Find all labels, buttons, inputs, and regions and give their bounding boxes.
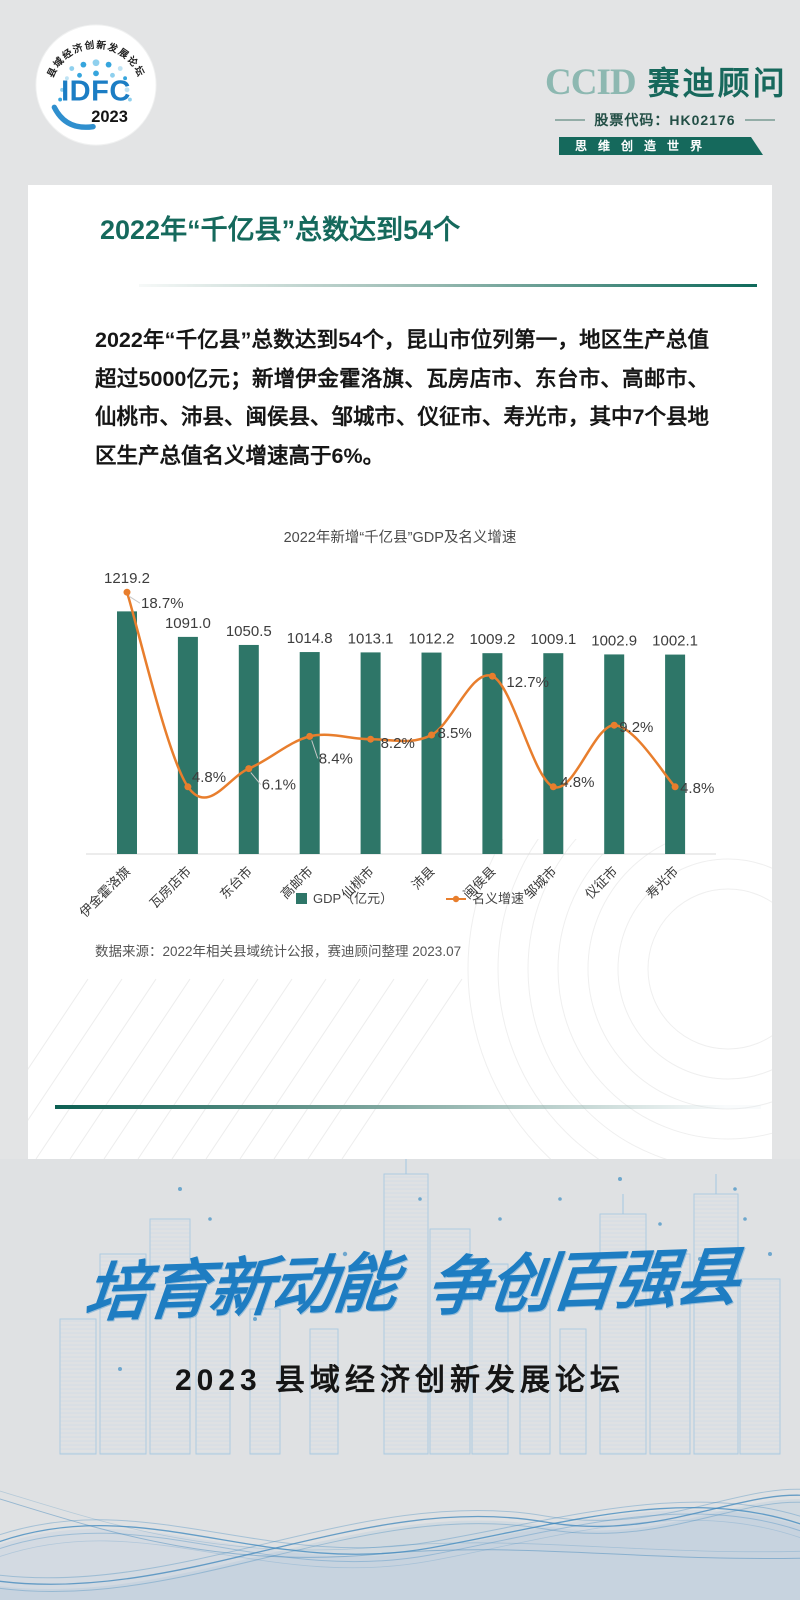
x-axis-label: 瓦房店市 (147, 864, 194, 911)
growth-value-label: 4.8% (560, 774, 594, 791)
x-axis-label: 东台市 (217, 864, 255, 902)
ccid-latin-logo: CCID (545, 62, 637, 103)
gdp-bar (543, 653, 564, 854)
left-dash-rule (555, 119, 586, 121)
bar-value-label: 1091.0 (165, 615, 211, 632)
growth-point-marker (245, 765, 253, 773)
growth-point-marker (367, 735, 375, 743)
legend-gdp-swatch (296, 893, 307, 904)
growth-value-label: 8.4% (319, 750, 353, 767)
x-axis-label: 伊金霍洛旗 (77, 864, 134, 920)
x-axis-label: 沛县 (409, 864, 438, 893)
x-axis-label: 邹城市 (521, 864, 559, 902)
bar-value-label: 1219.2 (104, 570, 150, 587)
growth-point-marker (123, 588, 131, 596)
label-leader-line (311, 740, 319, 759)
legend-gdp-label: GDP（亿元） (313, 891, 393, 906)
idfc-logo-badge: 县域经济创新发展论坛 IDFC 2023 (35, 24, 157, 146)
bar-value-label: 1002.9 (591, 632, 637, 649)
bar-value-label: 1009.1 (530, 631, 576, 648)
stock-code-row: 股票代码：HK02176 (545, 110, 785, 130)
legend-growth-label: 名义增速 (472, 891, 524, 906)
growth-point-marker (610, 721, 618, 729)
card-guilloche-decoration (28, 839, 772, 1159)
label-leader-line (250, 772, 262, 785)
bar-value-label: 1050.5 (226, 623, 272, 640)
logo-year: 2023 (91, 108, 128, 126)
logo-globe-dots-icon (58, 59, 132, 102)
slogan-banner: 思维创造世界 (559, 137, 763, 155)
growth-point-marker (306, 732, 314, 740)
x-axis-label: 仪征市 (582, 864, 620, 902)
growth-value-label: 8.5% (438, 725, 472, 742)
title-underline (139, 284, 757, 287)
forum-subtitle: 2023 县域经济创新发展论坛 (174, 1364, 626, 1397)
legend-line-marker-icon (452, 895, 460, 903)
body-paragraph: 2022年“千亿县”总数达到54个，昆山市位列第一，地区生产总值超过5000亿元… (95, 328, 709, 468)
bar-value-label: 1012.2 (409, 631, 455, 648)
growth-point-marker (428, 731, 435, 739)
footer-poster: 培育新动能 争创百强县 2023 县域经济创新发展论坛 (0, 1159, 800, 1600)
chart-title: 2022年新增“千亿县”GDP及名义增速 (283, 530, 517, 546)
gdp-bar (360, 652, 381, 854)
slogan-banner-text: 思维创造世界 (575, 139, 714, 153)
growth-value-label: 4.8% (192, 769, 226, 786)
card-bottom-rule (55, 1105, 761, 1109)
bar-value-label: 1013.1 (348, 630, 394, 647)
bar-value-label: 1002.1 (652, 633, 698, 650)
label-leader-line (128, 595, 141, 604)
growth-value-label: 18.7% (141, 595, 184, 612)
slogan-left-text: 培育新动能 (81, 1246, 400, 1330)
slogan-right-text: 争创百强县 (423, 1240, 742, 1324)
gdp-bar (604, 654, 625, 854)
growth-point-marker (184, 783, 192, 791)
growth-value-label: 12.7% (506, 674, 549, 691)
growth-value-label: 4.8% (680, 780, 714, 797)
ccid-chinese-name: 赛迪顾问 (647, 65, 788, 101)
ccid-logo-row: CCID 赛迪顾问 (545, 58, 785, 104)
gdp-bar (482, 653, 503, 854)
gdp-bar (421, 652, 442, 854)
bar-value-label: 1009.2 (469, 631, 515, 648)
growth-value-label: 9.2% (619, 719, 653, 736)
data-source: 数据来源：2022年相关县域统计公报，赛迪顾问整理 2023.07 (95, 944, 462, 959)
header: 县域经济创新发展论坛 IDFC 2023 CCID 赛迪顾问 股 (0, 0, 800, 185)
logo-acronym: IDFC (61, 76, 131, 108)
right-dash-rule (744, 119, 775, 121)
logo-swoosh-icon (51, 104, 96, 130)
gdp-growth-chart: 1219.2 1091.0 1050.5 1014.8 1013.1 1012.2 1009… (77, 570, 716, 920)
calligraphy-slogan: 培育新动能 争创百强县 (0, 1159, 800, 1359)
gdp-bar (238, 644, 259, 854)
ccid-logo-block: CCID 赛迪顾问 股票代码：HK02176 思维创造世界 (545, 58, 785, 155)
growth-point-marker (488, 672, 496, 680)
growth-point-marker (671, 783, 679, 791)
gdp-bar (117, 611, 137, 854)
wave-decoration (0, 1488, 800, 1600)
card-title: 2022年“千亿县”总数达到54个 (100, 215, 461, 245)
city-skyline-decoration (59, 1159, 781, 1455)
logo-circle (35, 24, 157, 146)
bar-value-label: 1014.8 (287, 630, 333, 647)
x-axis-label: 寿光市 (643, 864, 681, 902)
growth-value-label: 6.1% (262, 777, 296, 794)
gdp-bar (665, 654, 686, 854)
gdp-bar (299, 652, 320, 854)
content-card: 2022年“千亿县”总数达到54个 2022年“千亿县”总数达到54个，昆山市位… (28, 185, 772, 1159)
growth-point-marker (549, 783, 557, 791)
stock-code-text: 股票代码：HK02176 (594, 112, 736, 128)
growth-value-label: 8.2% (381, 735, 415, 752)
banner-notch-icon (751, 137, 763, 155)
gdp-bar (177, 636, 198, 854)
growth-line (125, 591, 677, 799)
